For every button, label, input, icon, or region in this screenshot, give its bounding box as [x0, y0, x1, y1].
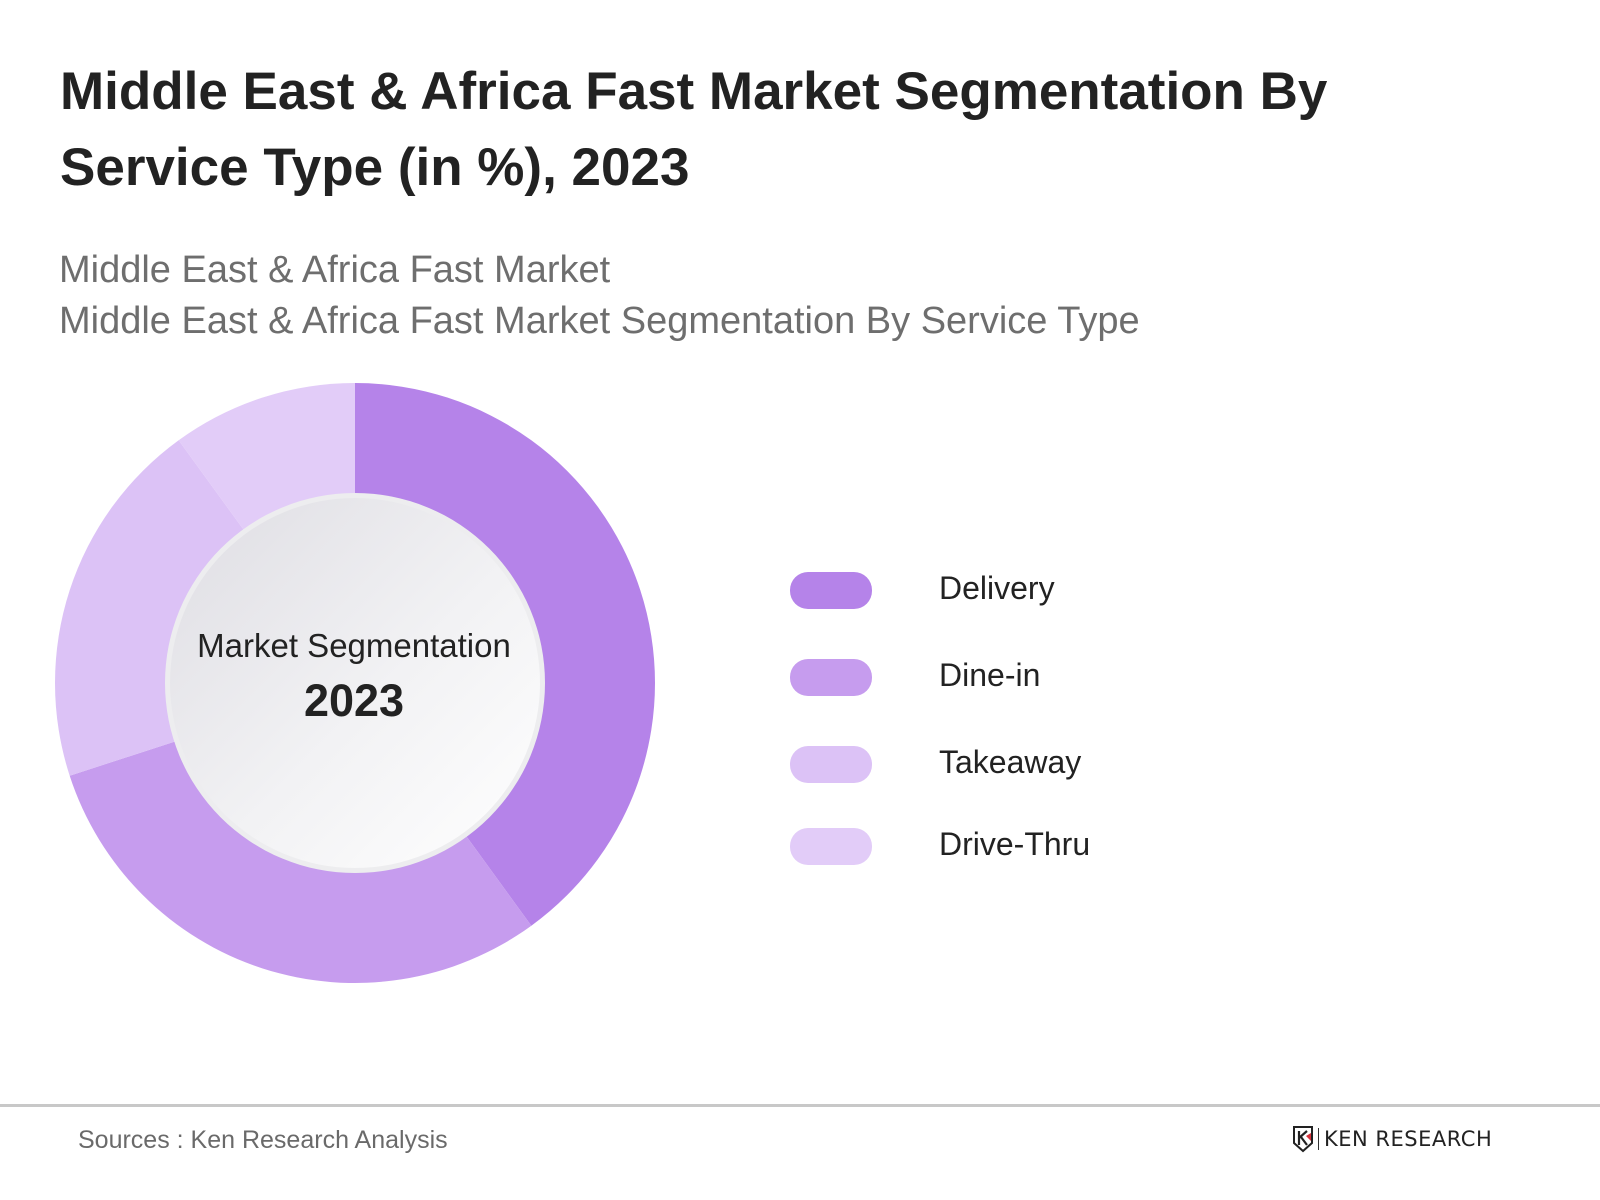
- legend-swatch-delivery: [790, 572, 872, 609]
- legend-label-dine-in: Dine-in: [939, 657, 1041, 693]
- legend-swatch-dine-in: [790, 659, 872, 696]
- legend-item-dine-in: Dine-in: [790, 657, 1040, 696]
- legend-item-delivery: Delivery: [790, 570, 1055, 609]
- legend-item-drive-thru: Drive-Thru: [790, 826, 1090, 865]
- logo-text: KEN RESEARCH: [1324, 1127, 1493, 1151]
- chart-subtitle-segmentation: Middle East & Africa Fast Market Segment…: [59, 300, 1140, 342]
- donut-svg: [55, 383, 655, 983]
- ken-research-shield-icon: [1293, 1126, 1313, 1153]
- inner-circle: [170, 498, 540, 868]
- donut-chart: [55, 378, 665, 988]
- logo-separator: [1318, 1128, 1319, 1150]
- donut-center-label: Market Segmentation 2023: [166, 495, 542, 871]
- chart-subtitle-market: Middle East & Africa Fast Market: [59, 249, 611, 291]
- legend-item-takeaway: Takeaway: [790, 744, 1081, 783]
- ken-research-logo: KEN RESEARCH: [1292, 1124, 1492, 1154]
- legend-label-takeaway: Takeaway: [939, 744, 1082, 780]
- chart-title: Middle East & Africa Fast Market Segment…: [60, 62, 1328, 197]
- legend-label-drive-thru: Drive-Thru: [939, 826, 1091, 862]
- legend-label-delivery: Delivery: [939, 570, 1055, 606]
- center-label-title: Market Segmentation: [197, 627, 511, 664]
- center-label-year: 2023: [303, 675, 405, 726]
- legend-swatch-takeaway: [790, 746, 872, 783]
- source-note: Sources : Ken Research Analysis: [78, 1126, 448, 1154]
- footer-divider: [0, 1104, 1600, 1107]
- legend-swatch-drive-thru: [790, 828, 872, 865]
